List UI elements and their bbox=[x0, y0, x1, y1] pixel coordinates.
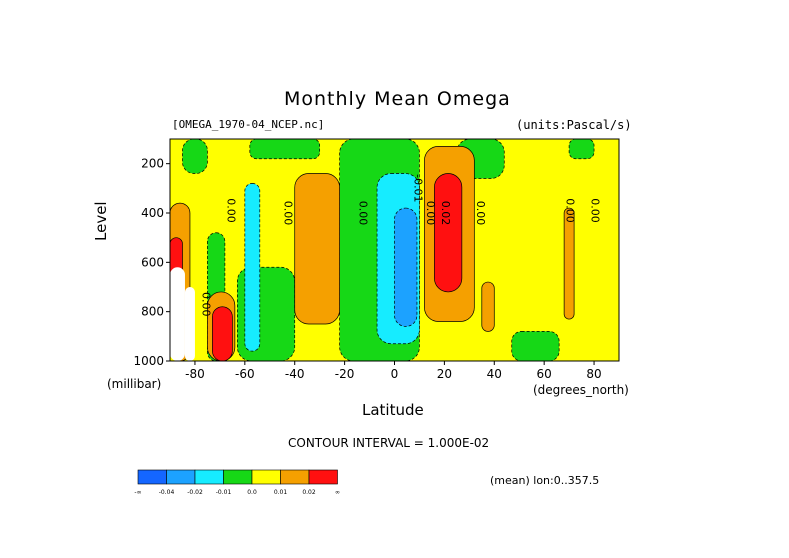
colorbar-labels: -∞ -0.04 -0.02 -0.01 0.0 0.01 0.02 ∞ bbox=[134, 489, 340, 496]
colorbar-box bbox=[280, 469, 310, 485]
colorbar-label: -0.01 bbox=[216, 489, 232, 496]
colorbar-box bbox=[223, 469, 253, 485]
contour-region bbox=[568, 138, 595, 160]
colorbar: -∞ -0.04 -0.02 -0.01 0.0 0.01 0.02 ∞ bbox=[134, 469, 340, 496]
filled-contours bbox=[169, 138, 619, 362]
y-tick-label: 600 bbox=[141, 255, 164, 269]
colorbar-box bbox=[308, 469, 338, 485]
x-tick-label: 0 bbox=[391, 367, 399, 381]
y-tick-label: 400 bbox=[141, 206, 164, 220]
colorbar-label: -0.02 bbox=[187, 489, 203, 496]
x-axis-label: Latitude bbox=[362, 401, 424, 419]
contour-region bbox=[394, 207, 418, 327]
x-tick-label: 20 bbox=[437, 367, 452, 381]
colorbar-label: ∞ bbox=[335, 489, 340, 496]
y-axis-label: Level bbox=[92, 201, 110, 241]
contour-label: 0.00 bbox=[224, 198, 237, 223]
contour-region bbox=[511, 331, 560, 362]
y-axis-units: (millibar) bbox=[107, 377, 162, 391]
colorbar-label: 0.0 bbox=[247, 489, 257, 496]
contour-region bbox=[212, 306, 233, 362]
colorbar-box bbox=[194, 469, 224, 485]
contour-label: 0.00 bbox=[282, 201, 295, 226]
x-tick-label: 40 bbox=[487, 367, 502, 381]
units-label: (units:Pascal/s) bbox=[516, 118, 632, 132]
contour-region bbox=[182, 138, 208, 174]
contour-label: 0.00 bbox=[589, 198, 602, 223]
y-tick-label: 200 bbox=[141, 157, 164, 171]
contour-label: 0.00 bbox=[564, 198, 577, 223]
contour-region bbox=[244, 183, 261, 352]
x-tick-label: -80 bbox=[185, 367, 205, 381]
colorbar-label: -∞ bbox=[134, 489, 141, 496]
x-tick-label: 60 bbox=[537, 367, 552, 381]
x-tick-label: -60 bbox=[235, 367, 255, 381]
contour-label: 0.02 bbox=[439, 201, 452, 226]
colorbar-label: 0.01 bbox=[274, 489, 288, 496]
contour-labels: 0.000.00 0.00 0.00-0.010.00 0.02 0.00 0.00 0.0… bbox=[199, 174, 601, 316]
contour-region bbox=[481, 281, 495, 332]
contour-label: 0.00 bbox=[424, 201, 437, 226]
y-tick-label: 800 bbox=[141, 305, 164, 319]
colorbar-label: -0.04 bbox=[159, 489, 175, 496]
x-axis-units: (degrees_north) bbox=[533, 383, 629, 397]
contour-region bbox=[294, 173, 340, 325]
y-axis-ticks: 200 400 600 800 1000 bbox=[133, 157, 170, 368]
contour-region bbox=[434, 173, 463, 293]
contour-label: -0.01 bbox=[411, 174, 424, 202]
colorbar-box bbox=[251, 469, 281, 485]
chart-title: Monthly Mean Omega bbox=[284, 88, 511, 110]
x-tick-label: -20 bbox=[335, 367, 355, 381]
colorbar-label: 0.02 bbox=[302, 489, 316, 496]
x-tick-label: -40 bbox=[285, 367, 305, 381]
contour-interval-label: CONTOUR INTERVAL = 1.000E-02 bbox=[288, 436, 490, 450]
file-label: [OMEGA_1970-04_NCEP.nc] bbox=[172, 118, 325, 131]
y-tick-label: 1000 bbox=[133, 354, 164, 368]
x-tick-label: 80 bbox=[586, 367, 601, 381]
mean-note: (mean) lon:0..357.5 bbox=[490, 474, 600, 487]
colorbar-box bbox=[166, 469, 196, 485]
contour-region bbox=[184, 287, 195, 361]
colorbar-boxes bbox=[137, 469, 338, 485]
x-axis-ticks: -80 -60 -40 -20 0 20 40 60 80 bbox=[185, 361, 602, 381]
contour-label: 0.00 bbox=[474, 201, 487, 226]
contour-region bbox=[249, 138, 321, 160]
contour-label: 0.00 bbox=[357, 201, 370, 226]
contour-region bbox=[563, 207, 575, 320]
colorbar-box bbox=[137, 469, 167, 485]
contour-label: 0.00 bbox=[199, 292, 212, 317]
contour-region bbox=[170, 267, 185, 361]
